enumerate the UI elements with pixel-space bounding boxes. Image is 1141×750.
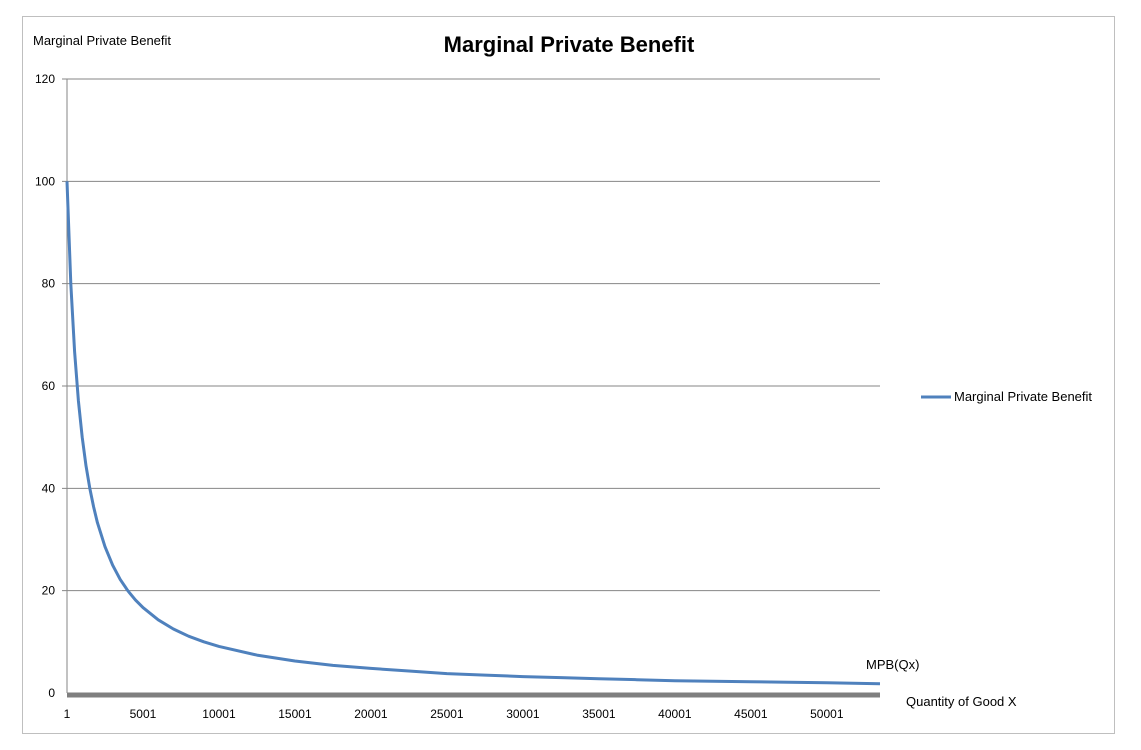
x-tick-label: 30001 [506, 707, 540, 721]
x-tick-label: 20001 [354, 707, 388, 721]
x-tick-label: 45001 [734, 707, 768, 721]
gridlines [62, 78, 880, 592]
axes [66, 79, 880, 698]
y-tick-label: 120 [35, 72, 55, 86]
chart-title: Marginal Private Benefit [444, 32, 695, 57]
x-tick-label: 35001 [582, 707, 616, 721]
x-tick-label: 50001 [810, 707, 844, 721]
x-tick-label: 5001 [130, 707, 157, 721]
y-axis-title: Marginal Private Benefit [33, 33, 171, 48]
x-tick-labels: 1 5001 10001 15001 20001 25001 30001 35001 40001… [64, 707, 844, 721]
y-tick-labels: 0 20 40 60 80 100 120 [35, 72, 55, 700]
legend: Marginal Private Benefit [921, 389, 1092, 404]
x-tick-label: 40001 [658, 707, 692, 721]
curve-annotation: MPB(Qx) [866, 657, 919, 672]
x-tick-label: 1 [64, 707, 71, 721]
y-tick-label: 20 [42, 584, 56, 598]
series-lines [65, 181, 881, 686]
x-axis-title: Quantity of Good X [906, 694, 1017, 709]
x-tick-label: 25001 [430, 707, 464, 721]
y-tick-label: 60 [42, 379, 56, 393]
series-line [65, 181, 881, 686]
x-tick-label: 15001 [278, 707, 312, 721]
y-tick-label: 100 [35, 174, 55, 188]
chart-area [22, 16, 1115, 734]
y-tick-label: 80 [42, 277, 56, 291]
x-tick-label: 10001 [202, 707, 236, 721]
legend-label: Marginal Private Benefit [954, 389, 1092, 404]
y-tick-label: 0 [48, 686, 55, 700]
y-tick-label: 40 [42, 481, 56, 495]
